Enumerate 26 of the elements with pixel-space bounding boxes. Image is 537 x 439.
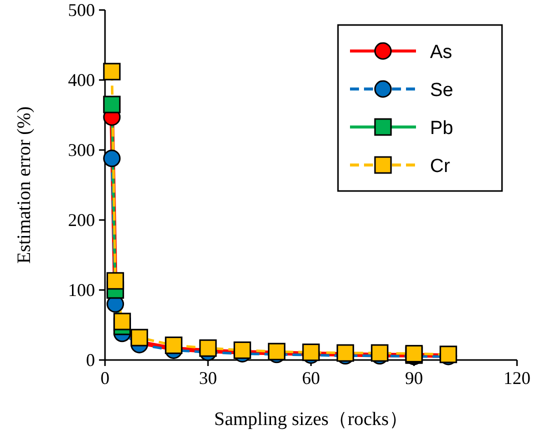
point (106, 272, 124, 290)
legend-label: As (430, 42, 452, 63)
x-tick-label: 120 (504, 368, 530, 388)
x-axis-title: Sampling sizes（rocks） (214, 409, 408, 430)
y-tick-label: 0 (86, 350, 95, 370)
y-tick-label: 100 (68, 280, 95, 300)
point (199, 339, 217, 357)
x-tick-label: 60 (302, 368, 320, 388)
point (103, 96, 121, 114)
y-tick-label: 300 (68, 140, 95, 160)
legend-label: Pb (430, 118, 454, 139)
point (130, 328, 148, 346)
point (103, 150, 121, 168)
y-tick-label: 500 (68, 0, 95, 20)
x-tick-label: 30 (199, 368, 217, 388)
y-tick-label: 400 (68, 70, 95, 90)
legend-label: Cr (430, 156, 451, 177)
point (164, 336, 182, 354)
x-tick-label: 90 (405, 368, 423, 388)
point (103, 62, 121, 80)
x-tick-label: 0 (100, 368, 110, 388)
y-tick-label: 200 (68, 210, 95, 230)
y-axis-title: Estimation error (%) (14, 106, 35, 264)
point (234, 341, 252, 359)
legend-label: Se (430, 80, 454, 101)
point (113, 312, 131, 330)
